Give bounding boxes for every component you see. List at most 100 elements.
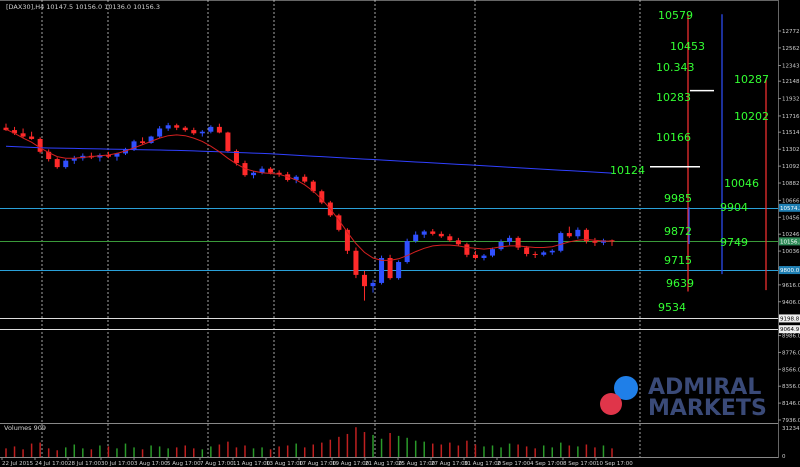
price-tag <box>779 203 800 212</box>
level-label: 9872 <box>664 225 692 238</box>
candle-body <box>191 130 197 134</box>
candle-body <box>20 133 26 137</box>
level-label: 10166 <box>656 131 691 144</box>
candle-body <box>199 131 205 134</box>
candle-body <box>455 240 461 245</box>
candle-body <box>421 231 427 235</box>
chart-grid <box>0 0 779 458</box>
candle-body <box>46 151 52 160</box>
logo-blue-circle-icon <box>614 376 638 400</box>
time-tick-label: 3 Aug 17:00 <box>134 461 168 467</box>
candle-body <box>370 282 376 287</box>
price-axis[interactable]: 12772.0 12562.0 12343.0 12148.0 11932.0 11716… <box>778 29 800 424</box>
candle-body <box>302 176 308 182</box>
candle-body <box>276 172 282 175</box>
candle-body <box>532 253 538 255</box>
time-tick-label: 21 Aug 17:00 <box>365 461 403 467</box>
level-label: 10046 <box>724 177 759 190</box>
price-tick-label: 10246.0 <box>782 232 800 238</box>
price-tick-label: 8356.0 <box>782 384 800 390</box>
price-tick-label: 12562.0 <box>782 46 800 52</box>
time-tick-label: 27 Aug 17:00 <box>431 461 469 467</box>
candle-body <box>216 126 222 133</box>
candle-body <box>12 130 18 134</box>
candle-body <box>592 241 598 243</box>
price-tick-label: 12772.0 <box>782 29 800 35</box>
level-label: 9639 <box>666 277 694 290</box>
price-tick-label: 11092.0 <box>782 164 800 170</box>
level-label: 10283 <box>656 91 691 104</box>
candle-body <box>472 254 478 258</box>
candle-body <box>344 229 350 251</box>
candle-body <box>396 262 402 279</box>
volume-bars <box>5 427 613 457</box>
price-tick-label: 12343.0 <box>782 64 800 70</box>
level-label: 9534 <box>658 301 686 314</box>
time-tick-label: 4 Sep 17:00 <box>530 461 564 467</box>
time-axis[interactable]: 22 Jul 2015 24 Jul 17:00 28 Jul 17:00 30 Ju… <box>1 457 633 467</box>
candle-body <box>29 136 35 139</box>
candle-body <box>268 168 274 173</box>
candle-body <box>310 181 316 192</box>
candle-body <box>182 127 188 131</box>
candle-body <box>549 250 555 253</box>
candle-body <box>208 126 214 132</box>
fast-moving-average-line <box>5 128 612 261</box>
price-tick-label: 11716.0 <box>782 114 800 120</box>
candle-body <box>165 125 171 129</box>
candle-body <box>251 172 257 176</box>
candle-body <box>447 236 453 241</box>
candle-body <box>430 231 436 234</box>
candle-body <box>225 132 231 152</box>
price-tick-label: 10882.0 <box>782 181 800 187</box>
volume-tick-label: 31234 <box>782 426 800 432</box>
candle-body <box>361 274 367 287</box>
candle-body <box>71 158 77 161</box>
level-label: 9749 <box>720 236 748 249</box>
logo-red-circle-icon <box>600 393 622 415</box>
candle-body <box>63 160 69 168</box>
price-tick-label: 7936.0 <box>782 418 800 424</box>
candle-body <box>515 237 521 248</box>
time-tick-label: 28 Jul 17:00 <box>68 461 101 467</box>
price-tag <box>779 266 800 275</box>
candle-body <box>114 153 120 157</box>
logo-text-line2: MARKETS <box>648 396 767 421</box>
volume-axis: 31234 0 <box>782 426 800 460</box>
candle-body <box>3 127 9 131</box>
level-label: 9715 <box>664 254 692 267</box>
candle-body <box>498 241 504 250</box>
candle-body <box>157 128 163 137</box>
time-tick-label: 24 Jul 17:00 <box>35 461 68 467</box>
candle-body <box>404 241 410 263</box>
candle-body <box>293 176 299 180</box>
price-tag-label: 9064.9 <box>780 327 800 333</box>
price-tag-label: 10574.2 <box>780 206 800 212</box>
price-tick-label: 10456.0 <box>782 215 800 221</box>
price-tick-label: 10666.0 <box>782 198 800 204</box>
price-tag <box>779 325 800 334</box>
annotation-lines <box>650 14 767 292</box>
candle-body <box>379 257 385 283</box>
price-tag-label: 9800.0 <box>780 268 800 274</box>
level-label: 10.343 <box>656 61 695 74</box>
price-tick-label: 9616.0 <box>782 283 800 289</box>
level-label: 9904 <box>720 201 748 214</box>
candle-body <box>541 252 547 255</box>
candle-body <box>131 141 137 150</box>
level-label: 10124 <box>610 164 645 177</box>
candle-body <box>387 257 393 279</box>
price-tick-label: 9406.0 <box>782 300 800 306</box>
time-tick-label: 22 Jul 2015 <box>2 461 34 467</box>
price-tag <box>779 237 800 246</box>
chart-header-title: [DAX30],H4 10147.5 10156.0 10136.0 10156… <box>6 3 160 11</box>
time-tick-label: 11 Aug 17:00 <box>233 461 271 467</box>
candle-body <box>490 249 496 256</box>
candle-body <box>37 138 43 152</box>
price-tick-label: 8566.0 <box>782 367 800 373</box>
annotation-labels: 10579 10453 10.343 10287 10283 10202 10166 1012… <box>610 9 769 314</box>
candle-body <box>259 168 265 173</box>
candle-body <box>105 155 111 157</box>
time-tick-label: 7 Aug 17:00 <box>200 461 234 467</box>
